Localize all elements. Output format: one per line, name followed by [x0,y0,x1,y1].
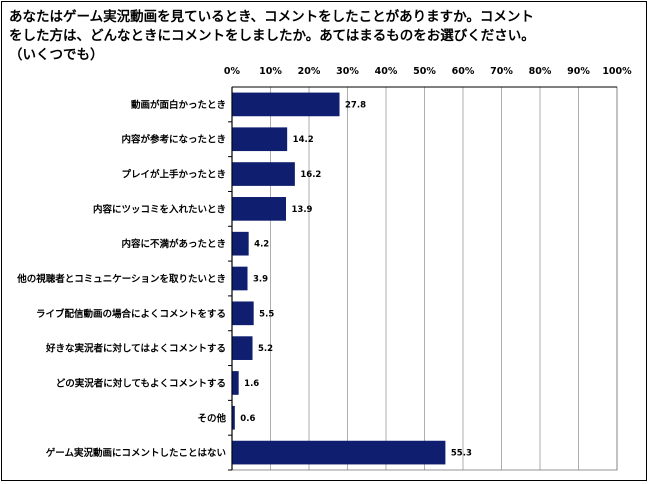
category-label: 動画が面白かったとき [131,99,226,111]
x-tick-label: 20% [298,66,321,77]
category-label: 内容にツッコミを入れたいとき [93,203,226,215]
data-label: 14.2 [293,135,314,145]
bar [232,301,254,326]
category-label: プレイが上手かったとき [121,169,226,181]
data-label: 16.2 [300,170,321,180]
bar [232,266,248,291]
bar [232,92,340,117]
category-label: 内容に不満があったとき [121,238,226,250]
x-tick-label: 50% [413,66,436,77]
bar [232,336,253,360]
category-label: ライブ配信動画の場合によくコメントをする [36,308,226,320]
bar [232,127,288,152]
data-label: 55.3 [451,449,472,459]
category-label: ゲーム実況動画にコメントしたことはない [46,447,226,459]
chart-title: あなたはゲーム実況動画を見ているとき、コメントをしたことがありますか。コメント … [9,8,609,65]
title-line-3: （いくつでも） [9,47,104,63]
data-label: 27.8 [345,100,366,110]
data-label: 5.2 [258,344,273,354]
bar [232,231,249,256]
category-label: 好きな実況者に対してはよくコメントする [45,343,226,355]
bar [232,440,446,465]
title-line-1: あなたはゲーム実況動画を見ているとき、コメントをしたことがありますか。コメント [9,9,534,25]
x-tick-label: 0% [224,66,241,77]
data-label: 13.9 [292,205,313,215]
x-tick-label: 70% [490,66,513,77]
data-label: 1.6 [244,379,259,389]
bar [232,371,239,395]
data-label: 0.6 [240,414,255,424]
category-label: どの実況者に対してもよくコメントする [56,377,226,389]
category-label: その他 [197,412,226,424]
category-label: 他の視聴者とコミュニケーションを取りたいとき [16,273,226,285]
x-tick-label: 10% [259,66,282,77]
data-label: 4.2 [254,240,269,250]
x-tick-label: 90% [567,66,590,77]
bar [232,405,235,430]
x-tick-label: 60% [452,66,475,77]
data-label: 3.9 [253,275,268,285]
bar [232,197,287,221]
x-tick-label: 40% [375,66,398,77]
title-line-2: をした方は、どんなときにコメントをしましたか。あてはまるものをお選びください。 [9,28,535,44]
bar [232,162,295,186]
data-label: 5.5 [259,309,274,319]
x-tick-label: 30% [336,66,359,77]
x-tick-label: 80% [529,66,552,77]
x-tick-label: 100% [602,66,632,77]
category-label: 内容が参考になったとき [121,134,226,146]
